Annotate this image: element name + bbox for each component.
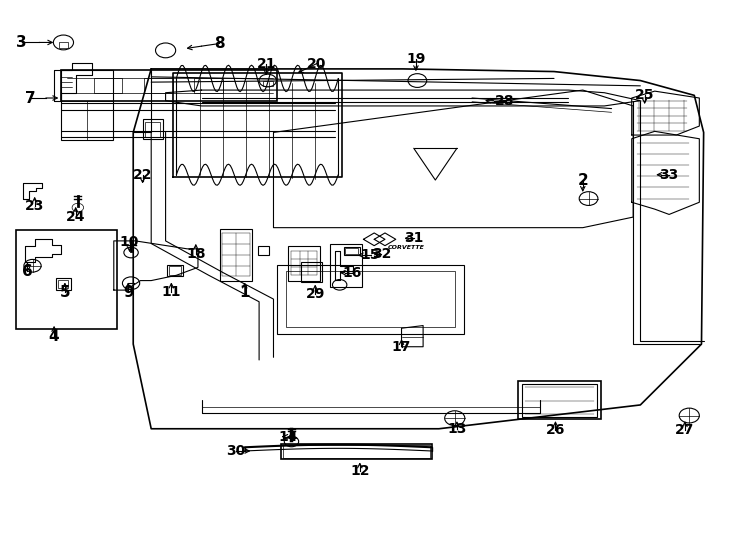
Text: 33: 33 <box>659 168 679 182</box>
Text: 4: 4 <box>48 329 59 343</box>
Bar <box>330 244 362 287</box>
Text: 26: 26 <box>546 423 565 437</box>
Bar <box>169 266 181 275</box>
Text: 20: 20 <box>307 57 327 71</box>
Bar <box>145 122 160 137</box>
Text: 1: 1 <box>239 285 250 300</box>
Text: 29: 29 <box>305 287 325 301</box>
Bar <box>220 229 252 281</box>
Text: 30: 30 <box>227 444 246 458</box>
Bar <box>280 443 432 460</box>
Text: 23: 23 <box>25 199 44 213</box>
Text: 3: 3 <box>16 35 27 50</box>
Text: 22: 22 <box>133 168 153 182</box>
Text: 17: 17 <box>392 340 411 354</box>
Text: 10: 10 <box>120 235 139 249</box>
Text: 2: 2 <box>578 173 588 187</box>
Bar <box>518 381 600 419</box>
Text: 21: 21 <box>257 57 276 71</box>
Bar <box>167 265 183 276</box>
Bar <box>61 70 277 100</box>
Bar <box>301 261 322 282</box>
Text: 12: 12 <box>350 464 369 478</box>
Bar <box>142 119 163 139</box>
Bar <box>283 445 429 458</box>
Bar <box>144 78 172 93</box>
Text: 13: 13 <box>447 422 467 436</box>
Text: 15: 15 <box>361 248 380 262</box>
Bar <box>277 265 464 334</box>
Bar <box>263 80 273 86</box>
Text: 7: 7 <box>25 91 36 105</box>
Text: 28: 28 <box>495 93 515 107</box>
Bar <box>57 278 70 289</box>
Text: 27: 27 <box>675 423 694 437</box>
Text: 19: 19 <box>406 52 426 66</box>
Bar <box>195 78 223 93</box>
Text: 6: 6 <box>22 264 33 279</box>
Bar <box>16 230 117 329</box>
Bar <box>94 78 123 93</box>
Bar <box>344 247 360 255</box>
Text: 5: 5 <box>59 285 70 300</box>
Text: 32: 32 <box>371 247 391 261</box>
Bar <box>288 246 320 281</box>
Bar <box>522 384 597 416</box>
Text: 25: 25 <box>635 89 655 103</box>
Bar <box>346 248 358 254</box>
Text: 11: 11 <box>161 285 181 299</box>
Bar <box>258 246 269 255</box>
Bar <box>286 271 456 327</box>
Bar <box>59 43 68 48</box>
Text: 14: 14 <box>278 430 297 444</box>
Text: 8: 8 <box>214 36 225 51</box>
Bar <box>59 280 68 288</box>
Text: 18: 18 <box>186 247 206 261</box>
Text: CORVETTE: CORVETTE <box>388 245 425 249</box>
Text: 16: 16 <box>343 266 363 280</box>
Text: 9: 9 <box>123 285 134 300</box>
Text: 24: 24 <box>66 210 85 224</box>
Text: 31: 31 <box>404 231 424 245</box>
Bar <box>61 70 113 140</box>
